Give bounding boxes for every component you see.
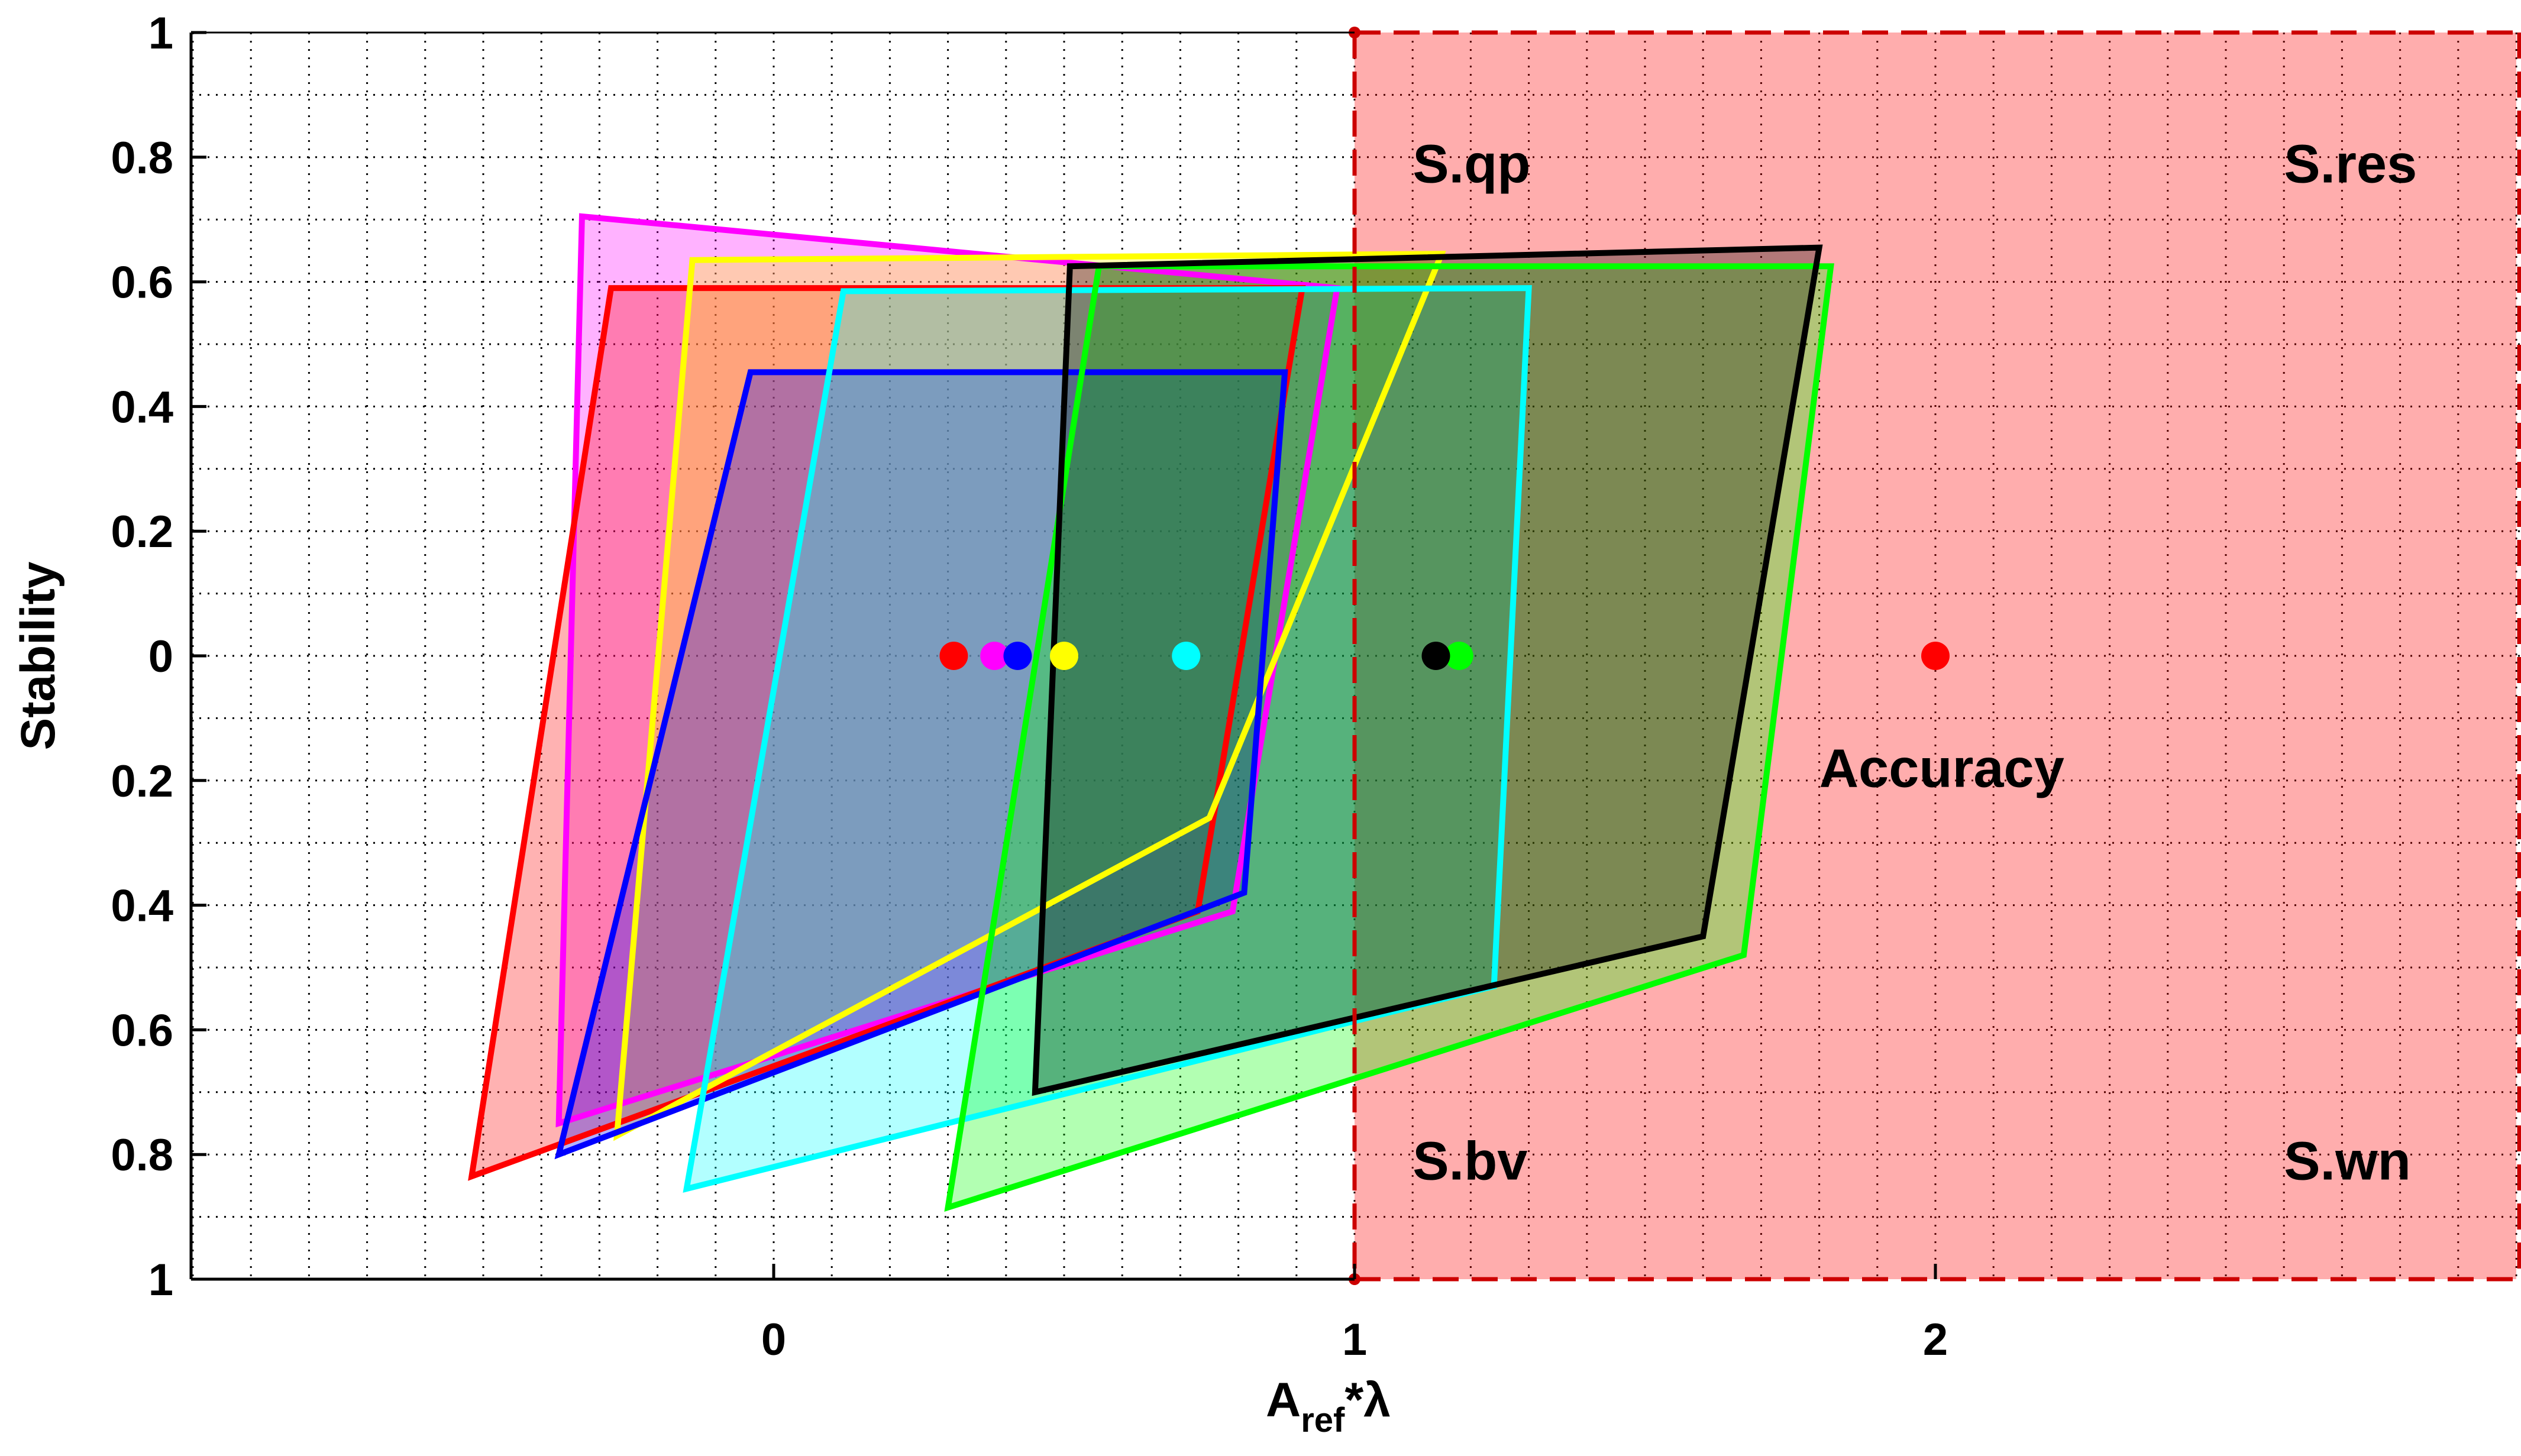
series-center-point-2 [939, 642, 968, 670]
x-tick-label: 1 [1342, 1315, 1367, 1365]
region-label: S.bv [1413, 1131, 1527, 1192]
y-tick-label: 0.2 [111, 507, 173, 557]
series-fill-5 [686, 288, 1529, 1189]
series-center-point-5 [1172, 642, 1201, 670]
y-axis-label: Stability [11, 561, 65, 750]
axes [189, 31, 1937, 1281]
x-axis-label-rest: *λ [1344, 1373, 1391, 1427]
series-center-point-6 [1444, 642, 1473, 670]
x-axis-label: Aref*λ [1266, 1373, 1391, 1439]
y-tick-label: 1 [148, 8, 173, 59]
y-tick-label: 0.4 [111, 382, 173, 432]
y-tick-label: 0.4 [111, 881, 173, 931]
y-tick-label: 0.8 [111, 133, 173, 183]
tick-labels: 1 0.8 0.6 0.4 0.2 0 0.2 0.4 0.6 0.8 1 0 1 2 [111, 8, 1948, 1365]
y-tick-label: 0 [148, 632, 173, 682]
series-outline-6 [944, 263, 1834, 1212]
y-tick-label: 0.6 [111, 258, 173, 308]
series-center-point-1 [980, 642, 1009, 670]
y-tick-label: 0.6 [111, 1005, 173, 1056]
x-tick-label: 2 [1923, 1315, 1948, 1365]
region-label: Accuracy [1819, 739, 2064, 799]
series-center-point-4 [1003, 642, 1032, 670]
grid [191, 33, 2521, 1279]
region-label: S.qp [1413, 134, 1530, 194]
x-axis-label-subscript: ref [1301, 1401, 1345, 1439]
y-tick-label: 1 [148, 1255, 173, 1305]
series-center-point-7 [1421, 642, 1450, 670]
y-tick-label: 0.2 [111, 756, 173, 807]
series-outline-4 [554, 369, 1288, 1160]
y-tick-label: 0.8 [111, 1130, 173, 1180]
region-labels: S.qp S.res S.bv S.wn Accuracy [1413, 134, 2417, 1191]
series-outline-7 [1032, 244, 1823, 1096]
series-outline-3 [613, 251, 1446, 1141]
series-fill-4 [558, 372, 1285, 1155]
series-fill-7 [1035, 247, 1819, 1092]
series-fill-6 [948, 266, 1831, 1208]
series-fill-2 [471, 288, 1302, 1177]
series-polygons [468, 213, 1834, 1212]
region-label: S.wn [2284, 1131, 2411, 1192]
region-label: S.res [2284, 134, 2417, 194]
series-fill-1 [558, 216, 1337, 1124]
x-tick-label: 0 [761, 1315, 786, 1365]
center-points [939, 642, 1950, 670]
series-center-point-3 [1050, 642, 1078, 670]
x-axis-label-base: A [1266, 1373, 1301, 1427]
accuracy-point [1921, 642, 1950, 670]
